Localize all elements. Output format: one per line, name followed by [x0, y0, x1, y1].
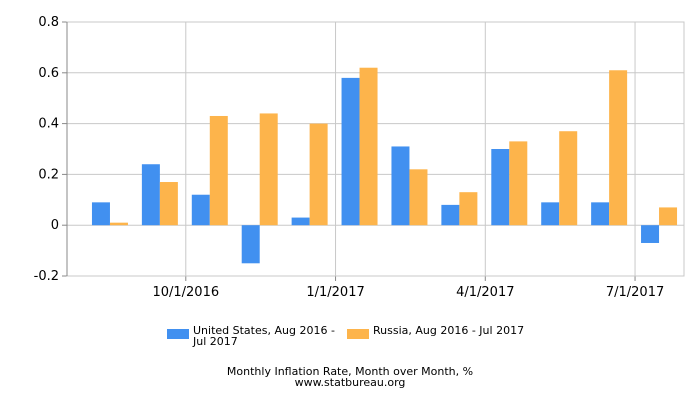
bar	[541, 202, 560, 226]
y-tick-label: 0	[51, 218, 59, 233]
y-tick-label: 0.4	[38, 117, 59, 132]
bar	[209, 115, 228, 226]
x-tick-labels: 10/1/2016 1/1/2017 4/1/2017 7/1/2017	[152, 285, 664, 300]
bar	[159, 182, 178, 226]
bar	[191, 194, 210, 226]
bar	[109, 222, 128, 226]
bar	[141, 164, 160, 226]
y-tick-labels: -0.2 0 0.2 0.4 0.6 0.8	[34, 15, 59, 284]
chart-subtitle: www.statbureau.org	[295, 376, 406, 389]
x-tick-label: 7/1/2017	[606, 285, 664, 300]
y-tick-label: -0.2	[34, 269, 59, 284]
legend-label: Jul 2017	[192, 335, 238, 348]
bar	[259, 113, 278, 226]
bar	[459, 192, 478, 226]
bar	[509, 141, 528, 226]
bar	[291, 217, 310, 226]
legend-swatch	[347, 329, 369, 339]
x-tick-label: 4/1/2017	[456, 285, 514, 300]
bar	[641, 225, 660, 243]
chart-title: Monthly Inflation Rate, Month over Month…	[227, 365, 473, 378]
bar	[391, 146, 410, 226]
bar	[591, 202, 610, 226]
x-tick-label: 10/1/2016	[152, 285, 219, 300]
bar	[309, 123, 328, 226]
legend-swatch	[167, 329, 189, 339]
y-tick-label: 0.8	[38, 15, 59, 30]
bar	[659, 207, 678, 226]
bar	[491, 149, 510, 226]
bar	[559, 131, 578, 226]
legend-label: Russia, Aug 2016 - Jul 2017	[373, 324, 524, 337]
bar	[359, 67, 378, 226]
x-tick-label: 1/1/2017	[306, 285, 364, 300]
bar	[241, 225, 260, 264]
bar	[409, 169, 428, 226]
legend-label: United States, Aug 2016 -	[193, 324, 335, 337]
axes	[62, 21, 685, 281]
y-tick-label: 0.6	[38, 66, 59, 81]
bar	[609, 70, 628, 226]
bar	[341, 77, 360, 226]
y-tick-label: 0.2	[38, 167, 59, 182]
bar	[91, 202, 110, 226]
bar	[441, 204, 460, 226]
bars	[91, 67, 678, 264]
legend: United States, Aug 2016 -Jul 2017 Russia,…	[167, 324, 524, 348]
